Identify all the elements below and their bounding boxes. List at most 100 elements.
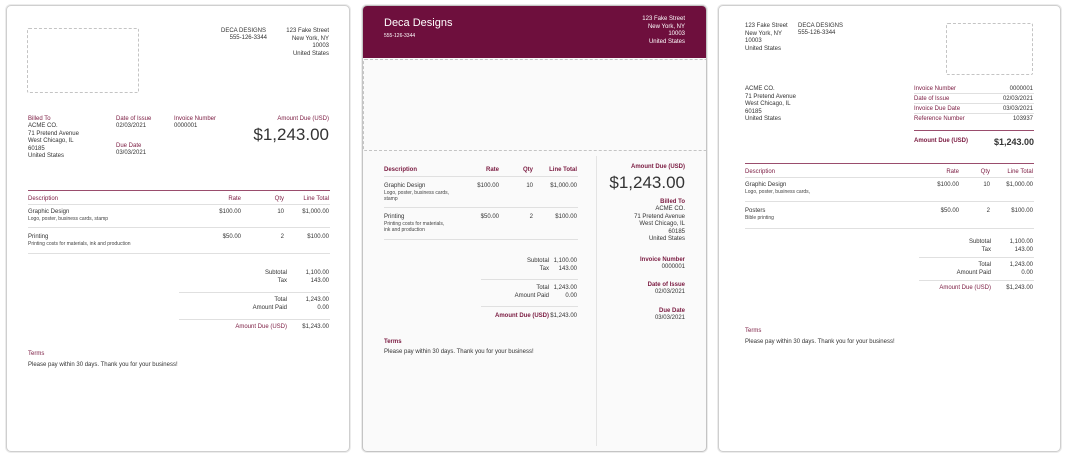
client-name: ACME CO. [745,86,775,92]
total-value: 1,243.00 [305,297,329,303]
address-line: 60185 [745,108,762,115]
amount-paid-label: Amount Paid [514,293,549,299]
date-issue-label: Date of Issue [914,96,950,102]
date-issue-label: Date of Issue [116,116,152,122]
invoice-template-banner[interactable]: Deca Designs 555-126-3344 123 Fake Stree… [362,5,707,452]
address-line: United States [648,38,685,45]
amount-paid-value[interactable]: 0.00 [317,305,329,311]
item-qty[interactable]: 10 [526,183,533,189]
item-qty[interactable]: 2 [280,234,284,240]
item-total: $100.00 [307,234,329,240]
amount-due-label: Amount Due (USD) [939,285,991,291]
due-date-label: Due Date [658,308,685,314]
due-date-label: Due Date [116,143,142,149]
amount-due-label: Amount Due (USD) [495,313,549,319]
col-rate: Rate [228,196,241,202]
item-name[interactable]: Graphic Design [384,183,426,189]
item-desc[interactable]: Printing costs for materials, [384,221,445,227]
subtotal-label: Subtotal [968,239,991,245]
item-name[interactable]: Graphic Design [28,209,70,215]
item-rate[interactable]: $100.00 [937,182,959,188]
terms-text[interactable]: Please pay within 30 days. Thank you for… [28,362,178,368]
item-rate[interactable]: $50.00 [940,208,959,214]
amount-due-label: Amount Due (USD) [914,138,968,144]
item-desc[interactable]: Logo, poster, business cards, stamp [28,216,109,222]
company-address: 123 Fake Street New York, NY 10003 Unite… [745,23,788,53]
address-line: United States [292,50,329,57]
amount-due-label: Amount Due (USD) [631,164,685,170]
item-desc[interactable]: Logo, poster, business cards, [745,189,811,195]
due-date-label: Invoice Due Date [914,106,961,112]
divider [914,93,1034,94]
address-line: 71 Pretend Avenue [28,130,79,137]
address-line: United States [28,153,65,159]
address-line: West Chicago, IL [745,101,791,107]
divider [28,227,330,228]
item-name[interactable]: Printing [384,214,405,220]
item-qty[interactable]: 2 [986,208,990,214]
logo-placeholder[interactable] [27,28,139,93]
divider [914,113,1034,114]
item-desc[interactable]: Logo, poster, business cards, [384,190,450,196]
item-name[interactable]: Posters [745,208,766,214]
col-line-total: Line Total [1007,169,1033,175]
invoice-template-classic[interactable]: DECA DESIGNS 555-126-3344 123 Fake Stree… [6,5,350,452]
total-label: Total [536,285,549,291]
reference-number-label: Reference Number [914,116,965,122]
date-issue-label: Date of Issue [647,282,685,288]
subtotal-label: Subtotal [264,270,287,276]
amount-paid-label: Amount Paid [252,305,287,311]
tax-value: 143.00 [1014,247,1033,253]
item-desc[interactable]: ink and production [384,227,425,233]
terms-label: Terms [384,339,402,345]
col-description: Description [28,196,59,202]
terms-text[interactable]: Please pay within 30 days. Thank you for… [745,339,895,345]
terms-text[interactable]: Please pay within 30 days. Thank you for… [384,349,534,355]
item-rate[interactable]: $100.00 [477,183,499,189]
divider [481,306,578,307]
subtotal-value: 1,100.00 [553,258,577,264]
logo-placeholder[interactable] [946,23,1033,75]
item-rate[interactable]: $100.00 [219,209,241,215]
address-line: 123 Fake Street [286,28,329,34]
company-name: Deca Designs [384,17,453,29]
item-name[interactable]: Graphic Design [745,182,787,188]
address-line: 10003 [312,43,329,49]
item-qty[interactable]: 10 [277,209,284,215]
address-line: West Chicago, IL [639,221,685,227]
amount-paid-value[interactable]: 0.00 [1021,270,1033,276]
company-address: 123 Fake Street New York, NY 10003 Unite… [625,16,685,46]
divider [179,319,330,320]
client-name: ACME CO. [28,123,58,129]
address-line: 60185 [668,228,685,235]
item-rate[interactable]: $50.00 [480,214,499,220]
item-qty[interactable]: 10 [983,182,990,188]
address-line: United States [648,236,685,242]
address-line: 10003 [745,38,762,44]
address-line: 60185 [28,145,45,152]
amount-due-total: $1,243.00 [550,313,577,319]
company-name: DECA DESIGNS [798,23,844,29]
company-phone: 555-126-3344 [798,30,836,36]
item-qty[interactable]: 2 [529,214,533,220]
divider [384,239,578,240]
divider [28,253,330,254]
invoice-template-modern[interactable]: 123 Fake Street New York, NY 10003 Unite… [718,5,1061,452]
company-address: 123 Fake Street New York, NY 10003 Unite… [277,28,329,58]
divider [384,207,578,208]
divider [745,201,1034,202]
item-desc[interactable]: Printing costs for materials, ink and pr… [28,241,131,247]
company-phone: 555-126-3344 [384,33,416,39]
item-desc[interactable]: Bible printing [745,215,774,221]
tax-value: 143.00 [558,266,577,272]
logo-placeholder[interactable] [363,59,706,151]
item-rate[interactable]: $50.00 [222,234,241,240]
amount-due-value: $1,243.00 [609,173,685,192]
item-name[interactable]: Printing [28,234,49,240]
terms-label: Terms [28,351,45,357]
item-total: $1,000.00 [302,209,329,215]
col-line-total: Line Total [549,167,577,173]
amount-paid-value[interactable]: 0.00 [565,293,577,299]
item-desc[interactable]: stamp [384,196,398,202]
item-total: $100.00 [1011,208,1033,214]
